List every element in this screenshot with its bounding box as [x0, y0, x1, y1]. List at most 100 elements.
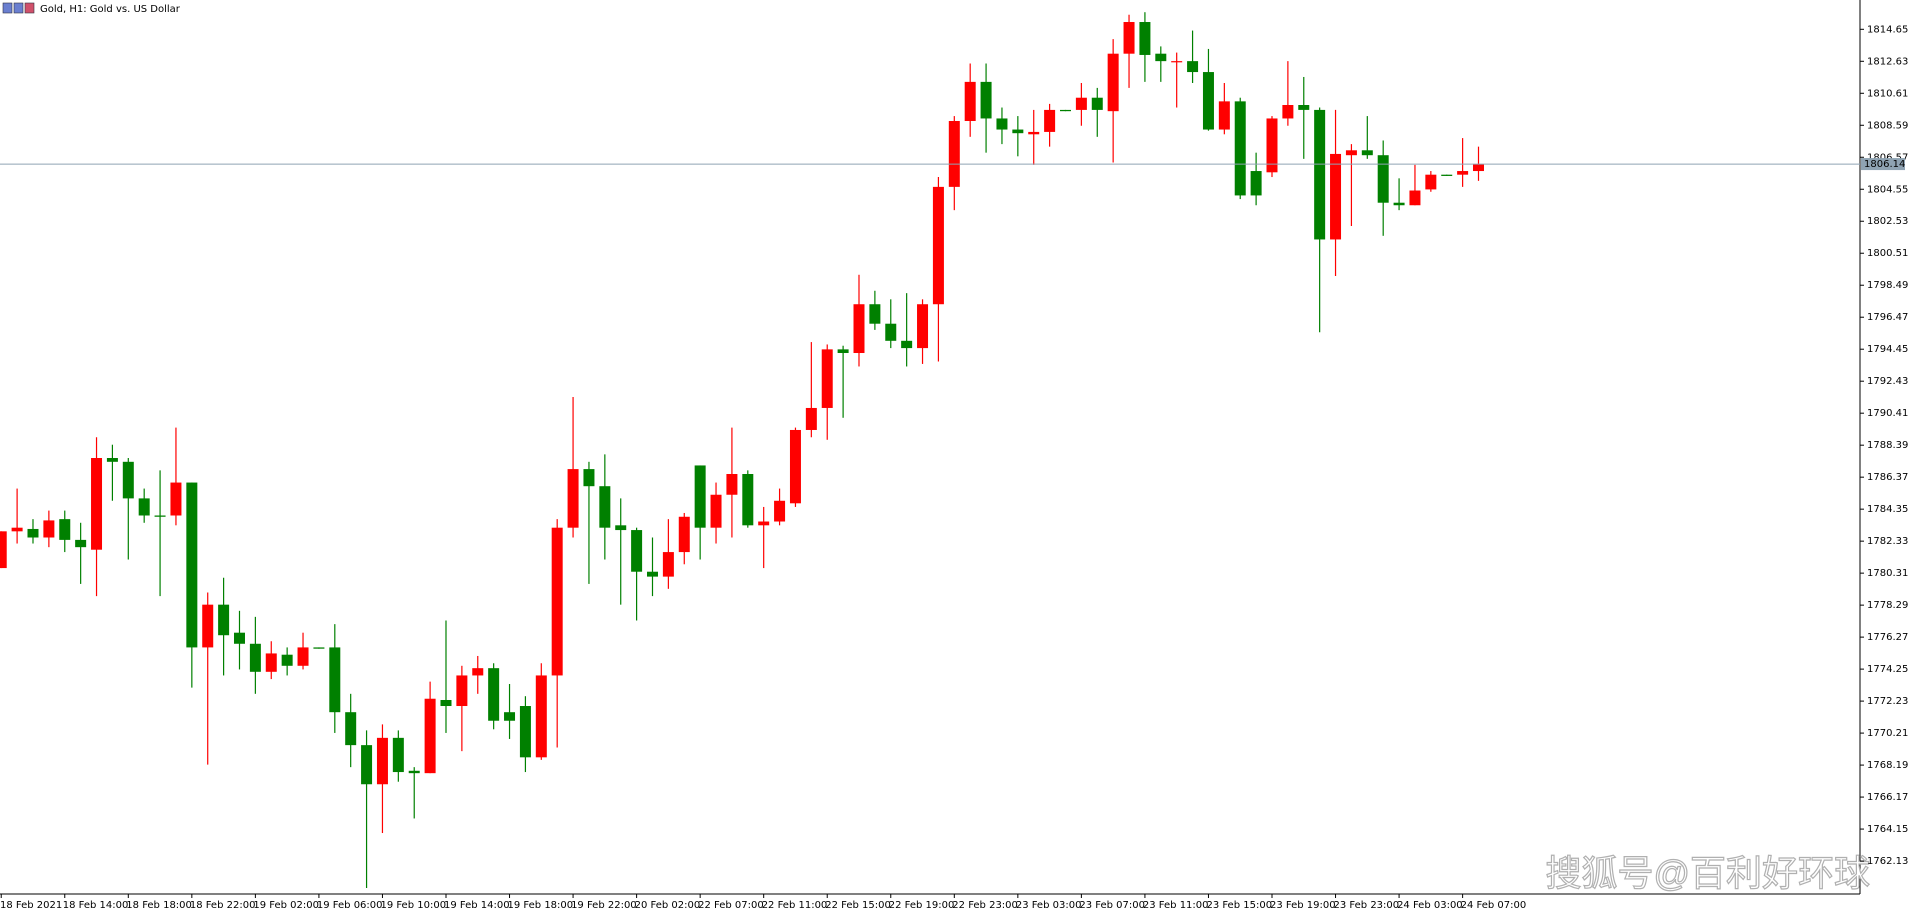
y-tick-label: 1806.57 — [1867, 152, 1908, 163]
y-tick-label: 1814.65 — [1867, 24, 1908, 35]
candle-body — [472, 668, 484, 676]
candle-body — [631, 530, 643, 572]
x-tick-label: 19 Feb 06:00 — [317, 900, 383, 911]
x-tick-label: 22 Feb 15:00 — [825, 900, 891, 911]
candle-body — [154, 515, 166, 517]
y-tick-label: 1812.63 — [1867, 56, 1908, 67]
candle-body — [75, 539, 87, 548]
candle-body — [980, 81, 992, 119]
x-tick-label: 22 Feb 07:00 — [698, 900, 764, 911]
candle-body — [758, 521, 770, 526]
candle-body — [424, 698, 436, 774]
candle-body — [710, 494, 722, 528]
candle-body — [408, 770, 420, 774]
candle-body — [917, 304, 929, 349]
candle-body — [1091, 97, 1103, 110]
candle-body — [1361, 150, 1373, 156]
y-tick-label: 1774.25 — [1867, 664, 1908, 675]
candle-body — [392, 737, 404, 773]
candle-body — [440, 699, 452, 707]
y-tick-label: 1802.53 — [1867, 216, 1908, 227]
candle-body — [27, 528, 39, 538]
candle-body — [551, 527, 563, 676]
candle-body — [43, 520, 55, 538]
candle-body — [726, 474, 738, 495]
candle-body — [1044, 109, 1056, 132]
candle-body — [281, 654, 293, 666]
x-tick-label: 18 Feb 14:00 — [63, 900, 129, 911]
candle-body — [1012, 129, 1024, 134]
candle-body — [1155, 53, 1167, 62]
candle-body — [11, 527, 23, 532]
candle-body — [646, 571, 658, 577]
x-tick-label: 24 Feb 07:00 — [1461, 900, 1527, 911]
x-tick-label: 22 Feb 23:00 — [952, 900, 1018, 911]
candle-body — [789, 429, 801, 504]
x-tick-label: 23 Feb 23:00 — [1334, 900, 1400, 911]
y-tick-label: 1764.15 — [1867, 824, 1908, 835]
current-price-box — [1861, 158, 1905, 171]
y-tick-label: 1792.43 — [1867, 376, 1908, 387]
candle-body — [329, 647, 341, 713]
candle-body — [1218, 101, 1230, 130]
candle-body — [0, 531, 7, 569]
y-tick-label: 1762.13 — [1867, 856, 1908, 867]
chart-title: Gold, H1: Gold vs. US Dollar — [40, 4, 181, 15]
candle-body — [297, 647, 309, 666]
candle-body — [345, 712, 357, 746]
candle-body — [1441, 174, 1453, 176]
candle-body — [249, 643, 261, 672]
candle-body — [948, 120, 960, 187]
x-tick-label: 23 Feb 15:00 — [1206, 900, 1272, 911]
candle-body — [1250, 171, 1262, 196]
candle-body — [186, 482, 198, 648]
y-tick-label: 1770.21 — [1867, 728, 1908, 739]
x-tick-label: 22 Feb 19:00 — [889, 900, 955, 911]
candle-body — [1202, 72, 1214, 130]
y-tick-label: 1804.55 — [1867, 184, 1908, 195]
candle-body — [1377, 155, 1389, 203]
candle-body — [1409, 190, 1421, 206]
x-tick-label: 19 Feb 18:00 — [508, 900, 574, 911]
candle-body — [202, 604, 214, 648]
y-tick-label: 1790.41 — [1867, 408, 1908, 419]
y-tick-label: 1808.59 — [1867, 120, 1908, 131]
candle-body — [774, 500, 786, 522]
candle-body — [805, 407, 817, 430]
candle-body — [1425, 174, 1437, 190]
candle-body — [1298, 104, 1310, 110]
candle-body — [488, 668, 500, 721]
y-tick-label: 1810.61 — [1867, 88, 1908, 99]
x-tick-label: 24 Feb 03:00 — [1397, 900, 1463, 911]
candle-body — [599, 486, 611, 528]
symbol-icon — [2, 2, 35, 14]
watermark: 搜狐号@百利好环球 — [1545, 853, 1870, 894]
candle-body — [1314, 109, 1326, 240]
candle-body — [1393, 202, 1405, 206]
candle-body — [932, 186, 944, 305]
y-tick-label: 1772.23 — [1867, 696, 1908, 707]
candle-body — [615, 525, 627, 531]
x-tick-label: 22 Feb 11:00 — [762, 900, 828, 911]
candle-body — [265, 653, 277, 672]
candle-body — [106, 458, 118, 462]
x-tick-label: 23 Feb 07:00 — [1079, 900, 1145, 911]
candle-body — [694, 465, 706, 528]
candle-body — [138, 498, 150, 516]
candle-body — [678, 516, 690, 553]
candle-body — [233, 632, 245, 644]
y-tick-label: 1798.49 — [1867, 280, 1908, 291]
candle-body — [519, 706, 531, 758]
x-tick-label: 19 Feb 10:00 — [380, 900, 446, 911]
candle-body — [1266, 118, 1278, 173]
candle-body — [1075, 97, 1087, 110]
candle-body — [996, 118, 1008, 130]
candle-body — [91, 458, 103, 550]
candle-body — [1123, 22, 1135, 54]
candle-body — [122, 461, 134, 499]
candle-body — [59, 519, 71, 540]
x-tick-label: 18 Feb 22:00 — [190, 900, 256, 911]
candle-body — [1473, 164, 1484, 172]
candle-body — [821, 349, 833, 408]
candle-body — [1234, 101, 1246, 196]
